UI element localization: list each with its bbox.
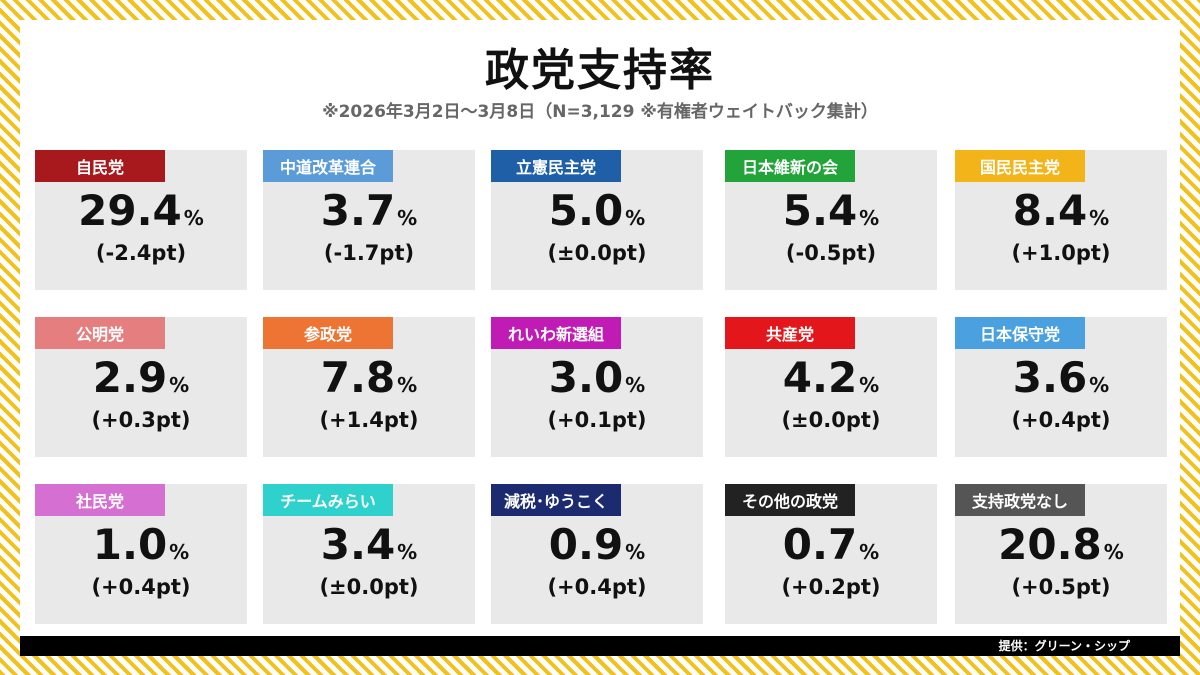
percent-unit: % bbox=[1089, 206, 1110, 230]
support-rate-number: 7.8 bbox=[320, 353, 396, 402]
party-card: 共産党 4.2% (±0.0pt) bbox=[725, 317, 937, 457]
support-rate-value: 3.4% bbox=[263, 524, 475, 566]
percent-unit: % bbox=[397, 373, 418, 397]
change-value: (-0.5pt) bbox=[785, 241, 877, 265]
support-rate-value: 2.9% bbox=[35, 357, 247, 399]
support-rate-value: 0.9% bbox=[491, 524, 703, 566]
change-value: (+1.0pt) bbox=[1011, 241, 1111, 265]
support-rate-number: 3.6 bbox=[1012, 353, 1088, 402]
support-rate-number: 8.4 bbox=[1012, 186, 1088, 235]
party-name-label: 中道改革連合 bbox=[263, 150, 393, 182]
support-rate-number: 3.7 bbox=[320, 186, 396, 235]
party-name-label: チームみらい bbox=[263, 484, 393, 516]
party-card: 参政党 7.8% (+1.4pt) bbox=[263, 317, 475, 457]
footer-bar: 提供：グリーン・シップ bbox=[20, 636, 1180, 656]
party-name-label: 立憲民主党 bbox=[491, 150, 621, 182]
percent-unit: % bbox=[169, 373, 190, 397]
percent-unit: % bbox=[397, 540, 418, 564]
party-name-label: その他の政党 bbox=[725, 484, 855, 516]
support-rate-value: 20.8% bbox=[955, 524, 1167, 566]
support-rate-number: 4.2 bbox=[782, 353, 858, 402]
change-value: (±0.0pt) bbox=[547, 241, 647, 265]
party-card: 支持政党なし 20.8% (+0.5pt) bbox=[955, 484, 1167, 624]
support-rate-number: 3.0 bbox=[548, 353, 624, 402]
support-rate-number: 0.7 bbox=[782, 520, 858, 569]
change-value: (+1.4pt) bbox=[319, 408, 419, 432]
percent-unit: % bbox=[397, 206, 418, 230]
change-value: (-1.7pt) bbox=[323, 241, 415, 265]
change-value: (±0.0pt) bbox=[319, 575, 419, 599]
chart-subtitle: ※2026年3月2日～3月8日（N=3,129 ※有権者ウェイトバック集計） bbox=[322, 102, 878, 122]
credit-text: 提供：グリーン・シップ bbox=[998, 639, 1130, 653]
party-card: 減税･ゆうこく 0.9% (+0.4pt) bbox=[491, 484, 703, 624]
party-card: 国民民主党 8.4% (+1.0pt) bbox=[955, 150, 1167, 290]
party-name-label: 日本維新の会 bbox=[725, 150, 855, 182]
support-rate-value: 3.7% bbox=[263, 190, 475, 232]
party-card: チームみらい 3.4% (±0.0pt) bbox=[263, 484, 475, 624]
change-value: (+0.5pt) bbox=[1011, 575, 1111, 599]
party-name-label: 社民党 bbox=[35, 484, 165, 516]
support-rate-value: 7.8% bbox=[263, 357, 475, 399]
party-name-label: れいわ新選組 bbox=[491, 317, 621, 349]
change-value: (+0.4pt) bbox=[547, 575, 647, 599]
party-name-label: 支持政党なし bbox=[955, 484, 1085, 516]
change-value: (+0.3pt) bbox=[91, 408, 191, 432]
support-rate-value: 29.4% bbox=[35, 190, 247, 232]
percent-unit: % bbox=[1089, 373, 1110, 397]
support-rate-value: 1.0% bbox=[35, 524, 247, 566]
percent-unit: % bbox=[859, 206, 880, 230]
support-rate-value: 5.4% bbox=[725, 190, 937, 232]
support-rate-number: 2.9 bbox=[92, 353, 168, 402]
change-value: (-2.4pt) bbox=[95, 241, 187, 265]
support-rate-value: 4.2% bbox=[725, 357, 937, 399]
support-rate-value: 3.0% bbox=[491, 357, 703, 399]
support-rate-number: 1.0 bbox=[92, 520, 168, 569]
party-card: れいわ新選組 3.0% (+0.1pt) bbox=[491, 317, 703, 457]
change-value: (±0.0pt) bbox=[781, 408, 881, 432]
party-card: 日本維新の会 5.4% (-0.5pt) bbox=[725, 150, 937, 290]
percent-unit: % bbox=[183, 206, 204, 230]
party-name-label: 共産党 bbox=[725, 317, 855, 349]
support-rate-number: 0.9 bbox=[548, 520, 624, 569]
change-value: (+0.4pt) bbox=[1011, 408, 1111, 432]
percent-unit: % bbox=[169, 540, 190, 564]
support-rate-number: 5.0 bbox=[548, 186, 624, 235]
chart-title: 政党支持率 bbox=[485, 45, 715, 96]
party-card: 社民党 1.0% (+0.4pt) bbox=[35, 484, 247, 624]
percent-unit: % bbox=[859, 540, 880, 564]
support-rate-value: 8.4% bbox=[955, 190, 1167, 232]
support-rate-number: 5.4 bbox=[782, 186, 858, 235]
party-card: 中道改革連合 3.7% (-1.7pt) bbox=[263, 150, 475, 290]
support-rate-value: 0.7% bbox=[725, 524, 937, 566]
party-name-label: 参政党 bbox=[263, 317, 393, 349]
change-value: (+0.2pt) bbox=[781, 575, 881, 599]
party-name-label: 減税･ゆうこく bbox=[491, 484, 621, 516]
party-name-label: 国民民主党 bbox=[955, 150, 1085, 182]
percent-unit: % bbox=[1103, 540, 1124, 564]
support-rate-number: 20.8 bbox=[998, 520, 1102, 569]
percent-unit: % bbox=[859, 373, 880, 397]
party-name-label: 自民党 bbox=[35, 150, 165, 182]
party-card: 自民党 29.4% (-2.4pt) bbox=[35, 150, 247, 290]
percent-unit: % bbox=[625, 206, 646, 230]
percent-unit: % bbox=[625, 373, 646, 397]
support-rate-value: 3.6% bbox=[955, 357, 1167, 399]
support-rate-value: 5.0% bbox=[491, 190, 703, 232]
support-rate-number: 3.4 bbox=[320, 520, 396, 569]
party-name-label: 公明党 bbox=[35, 317, 165, 349]
party-card: その他の政党 0.7% (+0.2pt) bbox=[725, 484, 937, 624]
party-card: 日本保守党 3.6% (+0.4pt) bbox=[955, 317, 1167, 457]
party-card: 公明党 2.9% (+0.3pt) bbox=[35, 317, 247, 457]
party-card: 立憲民主党 5.0% (±0.0pt) bbox=[491, 150, 703, 290]
party-name-label: 日本保守党 bbox=[955, 317, 1085, 349]
support-rate-number: 29.4 bbox=[78, 186, 182, 235]
change-value: (+0.4pt) bbox=[91, 575, 191, 599]
change-value: (+0.1pt) bbox=[547, 408, 647, 432]
percent-unit: % bbox=[625, 540, 646, 564]
